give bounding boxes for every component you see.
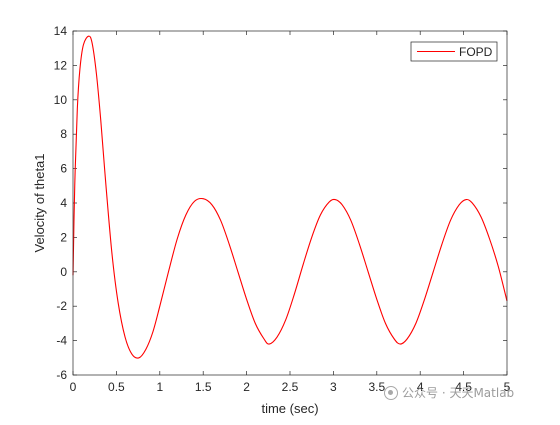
x-tick-label: 3 bbox=[330, 380, 337, 394]
watermark-text: 公众号 · 天天Matlab bbox=[402, 386, 515, 400]
wechat-icon bbox=[384, 386, 398, 400]
x-tick-label: 1.5 bbox=[195, 380, 212, 394]
y-axis-label: Velocity of theta1 bbox=[32, 153, 47, 252]
x-axis-label: time (sec) bbox=[261, 401, 318, 416]
axis-ticks: 0 0.5 1 1.5 2 2.5 3 3.5 4 4.5 5 -6 -4 -2 0 2 4 6 8 10 12 14 bbox=[54, 24, 511, 394]
x-tick-label: 4.5 bbox=[455, 380, 472, 394]
y-tick-label: -6 bbox=[56, 368, 67, 382]
y-tick-label: 12 bbox=[54, 58, 68, 72]
y-tick-label: 2 bbox=[60, 230, 67, 244]
y-tick-label: 0 bbox=[60, 265, 67, 279]
y-tick-label: 14 bbox=[54, 24, 68, 38]
plot-area-frame bbox=[72, 30, 508, 376]
x-tick-label: 2 bbox=[243, 380, 250, 394]
watermark: 公众号 · 天天Matlab bbox=[384, 384, 514, 401]
x-tick-label: 4 bbox=[417, 380, 424, 394]
x-tick-label: 3.5 bbox=[368, 380, 385, 394]
y-tick-label: 10 bbox=[54, 93, 68, 107]
x-tick-label: 5 bbox=[504, 380, 511, 394]
legend: FOPD bbox=[410, 41, 498, 62]
y-tick-label: 8 bbox=[60, 127, 67, 141]
y-tick-label: 6 bbox=[60, 162, 67, 176]
plot-area-background bbox=[73, 31, 507, 375]
x-tick-label: 2.5 bbox=[282, 380, 299, 394]
y-tick-label: -2 bbox=[56, 299, 67, 313]
x-tick-label: 1 bbox=[156, 380, 163, 394]
legend-label-fopd: FOPD bbox=[459, 45, 493, 59]
y-tick-label: -4 bbox=[56, 334, 67, 348]
series-line-fopd bbox=[72, 35, 508, 359]
x-tick-label: 0 bbox=[70, 380, 77, 394]
x-tick-label: 0.5 bbox=[108, 380, 125, 394]
y-tick-label: 4 bbox=[60, 196, 67, 210]
